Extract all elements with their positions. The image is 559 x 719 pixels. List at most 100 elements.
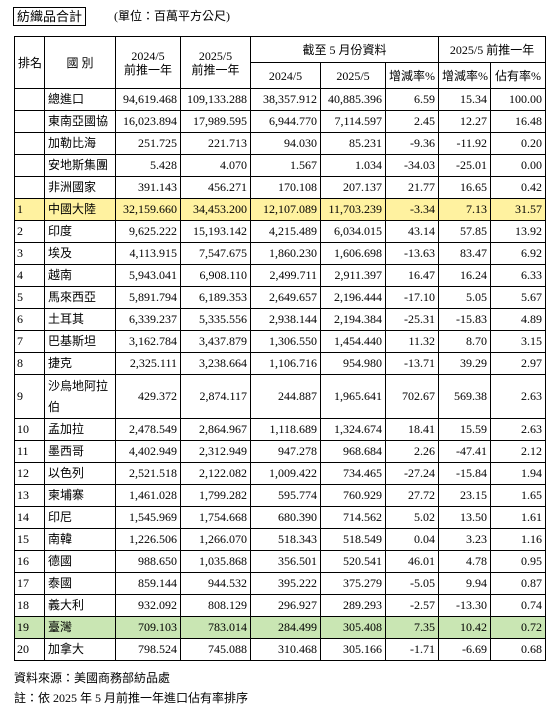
value-cell: 2,649.657 xyxy=(250,286,321,309)
header-text: 前推一年 xyxy=(123,62,172,77)
value-cell: 4.070 xyxy=(180,154,251,177)
value-cell: 6.33 xyxy=(490,264,547,287)
value-cell: 94,619.468 xyxy=(115,88,181,111)
value-cell: 0.42 xyxy=(490,176,547,199)
country-cell: 總進口 xyxy=(44,88,116,111)
value-cell: 43.14 xyxy=(384,220,440,243)
rank-cell: 8 xyxy=(14,352,45,375)
table-row: 18 義大利 932.092 808.129 296.927 289.293 -2.57 -1… xyxy=(14,594,547,617)
rank-cell xyxy=(14,154,45,177)
rank-cell: 4 xyxy=(14,264,45,287)
value-cell: 2,874.117 xyxy=(180,374,251,419)
value-cell: 3.15 xyxy=(490,330,547,353)
value-cell: 954.980 xyxy=(320,352,386,375)
table-row: 1 中國大陸 32,159.660 34,453.200 12,107.089 11,70… xyxy=(14,198,547,221)
header-text: 2024/5 xyxy=(131,48,165,63)
value-cell: -34.03 xyxy=(384,154,440,177)
value-cell: 57.85 xyxy=(438,220,492,243)
value-cell: 5.05 xyxy=(438,286,492,309)
value-cell: 2,478.549 xyxy=(115,418,181,441)
table-row: 16 德國 988.650 1,035.868 356.501 520.541 46.01 4… xyxy=(14,550,547,573)
value-cell: 1.034 xyxy=(320,154,386,177)
value-cell: 6,034.015 xyxy=(320,220,386,243)
country-cell: 沙烏地阿拉伯 xyxy=(44,374,116,419)
value-cell: 4,113.915 xyxy=(115,242,181,265)
header-cell: 2024/5 xyxy=(250,62,321,89)
country-cell: 埃及 xyxy=(44,242,116,265)
value-cell: 39.29 xyxy=(438,352,492,375)
country-cell: 孟加拉 xyxy=(44,418,116,441)
value-cell: 734.465 xyxy=(320,462,386,485)
header-cell: 增減率% xyxy=(438,62,492,89)
rank-cell: 7 xyxy=(14,330,45,353)
value-cell: 3.23 xyxy=(438,528,492,551)
value-cell: 6,944.770 xyxy=(250,110,321,133)
value-cell: 2.63 xyxy=(490,374,547,419)
country-cell: 加勒比海 xyxy=(44,132,116,155)
table-row: 9 沙烏地阿拉伯 429.372 2,874.117 244.887 1,965.641 7… xyxy=(14,374,547,419)
value-cell: -15.84 xyxy=(438,462,492,485)
value-cell: 1,324.674 xyxy=(320,418,386,441)
data-table: 排名 國 別 2024/5 前推一年 2025/5 前推一年 截至 5 月份資料 2… xyxy=(14,36,547,661)
header-cell: 2025/5 前推一年 xyxy=(180,36,251,89)
value-cell: -27.24 xyxy=(384,462,440,485)
country-cell: 安地斯集團 xyxy=(44,154,116,177)
value-cell: 4,402.949 xyxy=(115,440,181,463)
rank-cell: 1 xyxy=(14,198,45,221)
value-cell: 518.343 xyxy=(250,528,321,551)
country-cell: 墨西哥 xyxy=(44,440,116,463)
value-cell: 859.144 xyxy=(115,572,181,595)
value-cell: 13.92 xyxy=(490,220,547,243)
value-cell: 11,703.239 xyxy=(320,198,386,221)
value-cell: 7.35 xyxy=(384,616,440,639)
country-cell: 巴基斯坦 xyxy=(44,330,116,353)
table-row: 19 臺灣 709.103 783.014 284.499 305.408 7.35 10.4… xyxy=(14,616,547,639)
rank-cell: 11 xyxy=(14,440,45,463)
value-cell: 518.549 xyxy=(320,528,386,551)
value-cell: 16.48 xyxy=(490,110,547,133)
value-cell: 2.12 xyxy=(490,440,547,463)
footnote: 註：依 2025 年 5 月前推一年進口佔有率排序 xyxy=(14,691,249,705)
value-cell: 7,114.597 xyxy=(320,110,386,133)
value-cell: 46.01 xyxy=(384,550,440,573)
header-cell: 2025/5 前推一年 xyxy=(438,36,547,63)
value-cell: 1,754.668 xyxy=(180,506,251,529)
rank-cell: 17 xyxy=(14,572,45,595)
value-cell: 6.92 xyxy=(490,242,547,265)
rank-cell: 10 xyxy=(14,418,45,441)
value-cell: 8.70 xyxy=(438,330,492,353)
header-cell: 2025/5 xyxy=(320,62,386,89)
table-row: 東南亞國協 16,023.894 17,989.595 6,944.770 7,114.… xyxy=(14,110,547,133)
value-cell: 12.27 xyxy=(438,110,492,133)
value-cell: 18.41 xyxy=(384,418,440,441)
value-cell: -9.36 xyxy=(384,132,440,155)
value-cell: 109,133.288 xyxy=(180,88,251,111)
rank-cell xyxy=(14,88,45,111)
table-row: 8 捷克 2,325.111 3,238.664 1,106.716 954.980 -13… xyxy=(14,352,547,375)
value-cell: 798.524 xyxy=(115,638,181,661)
value-cell: 3,238.664 xyxy=(180,352,251,375)
rank-cell xyxy=(14,110,45,133)
header-text: 前推一年 xyxy=(191,62,240,77)
table-row: 11 墨西哥 4,402.949 2,312.949 947.278 968.684 2.2… xyxy=(14,440,547,463)
value-cell: 3,437.879 xyxy=(180,330,251,353)
value-cell: 391.143 xyxy=(115,176,181,199)
value-cell: 5,335.556 xyxy=(180,308,251,331)
value-cell: 0.74 xyxy=(490,594,547,617)
value-cell: -15.83 xyxy=(438,308,492,331)
value-cell: 83.47 xyxy=(438,242,492,265)
value-cell: 1,606.698 xyxy=(320,242,386,265)
value-cell: 456.271 xyxy=(180,176,251,199)
country-cell: 土耳其 xyxy=(44,308,116,331)
value-cell: 289.293 xyxy=(320,594,386,617)
value-cell: -17.10 xyxy=(384,286,440,309)
value-cell: 6.59 xyxy=(384,88,440,111)
header-text: 2025/5 xyxy=(198,48,233,63)
value-cell: 38,357.912 xyxy=(250,88,321,111)
table-row: 15 南韓 1,226.506 1,266.070 518.343 518.549 0.04… xyxy=(14,528,547,551)
table-title: 紡織品合計 xyxy=(13,7,87,26)
value-cell: 1.94 xyxy=(490,462,547,485)
value-cell: 16.65 xyxy=(438,176,492,199)
value-cell: 2,938.144 xyxy=(250,308,321,331)
value-cell: -1.71 xyxy=(384,638,440,661)
